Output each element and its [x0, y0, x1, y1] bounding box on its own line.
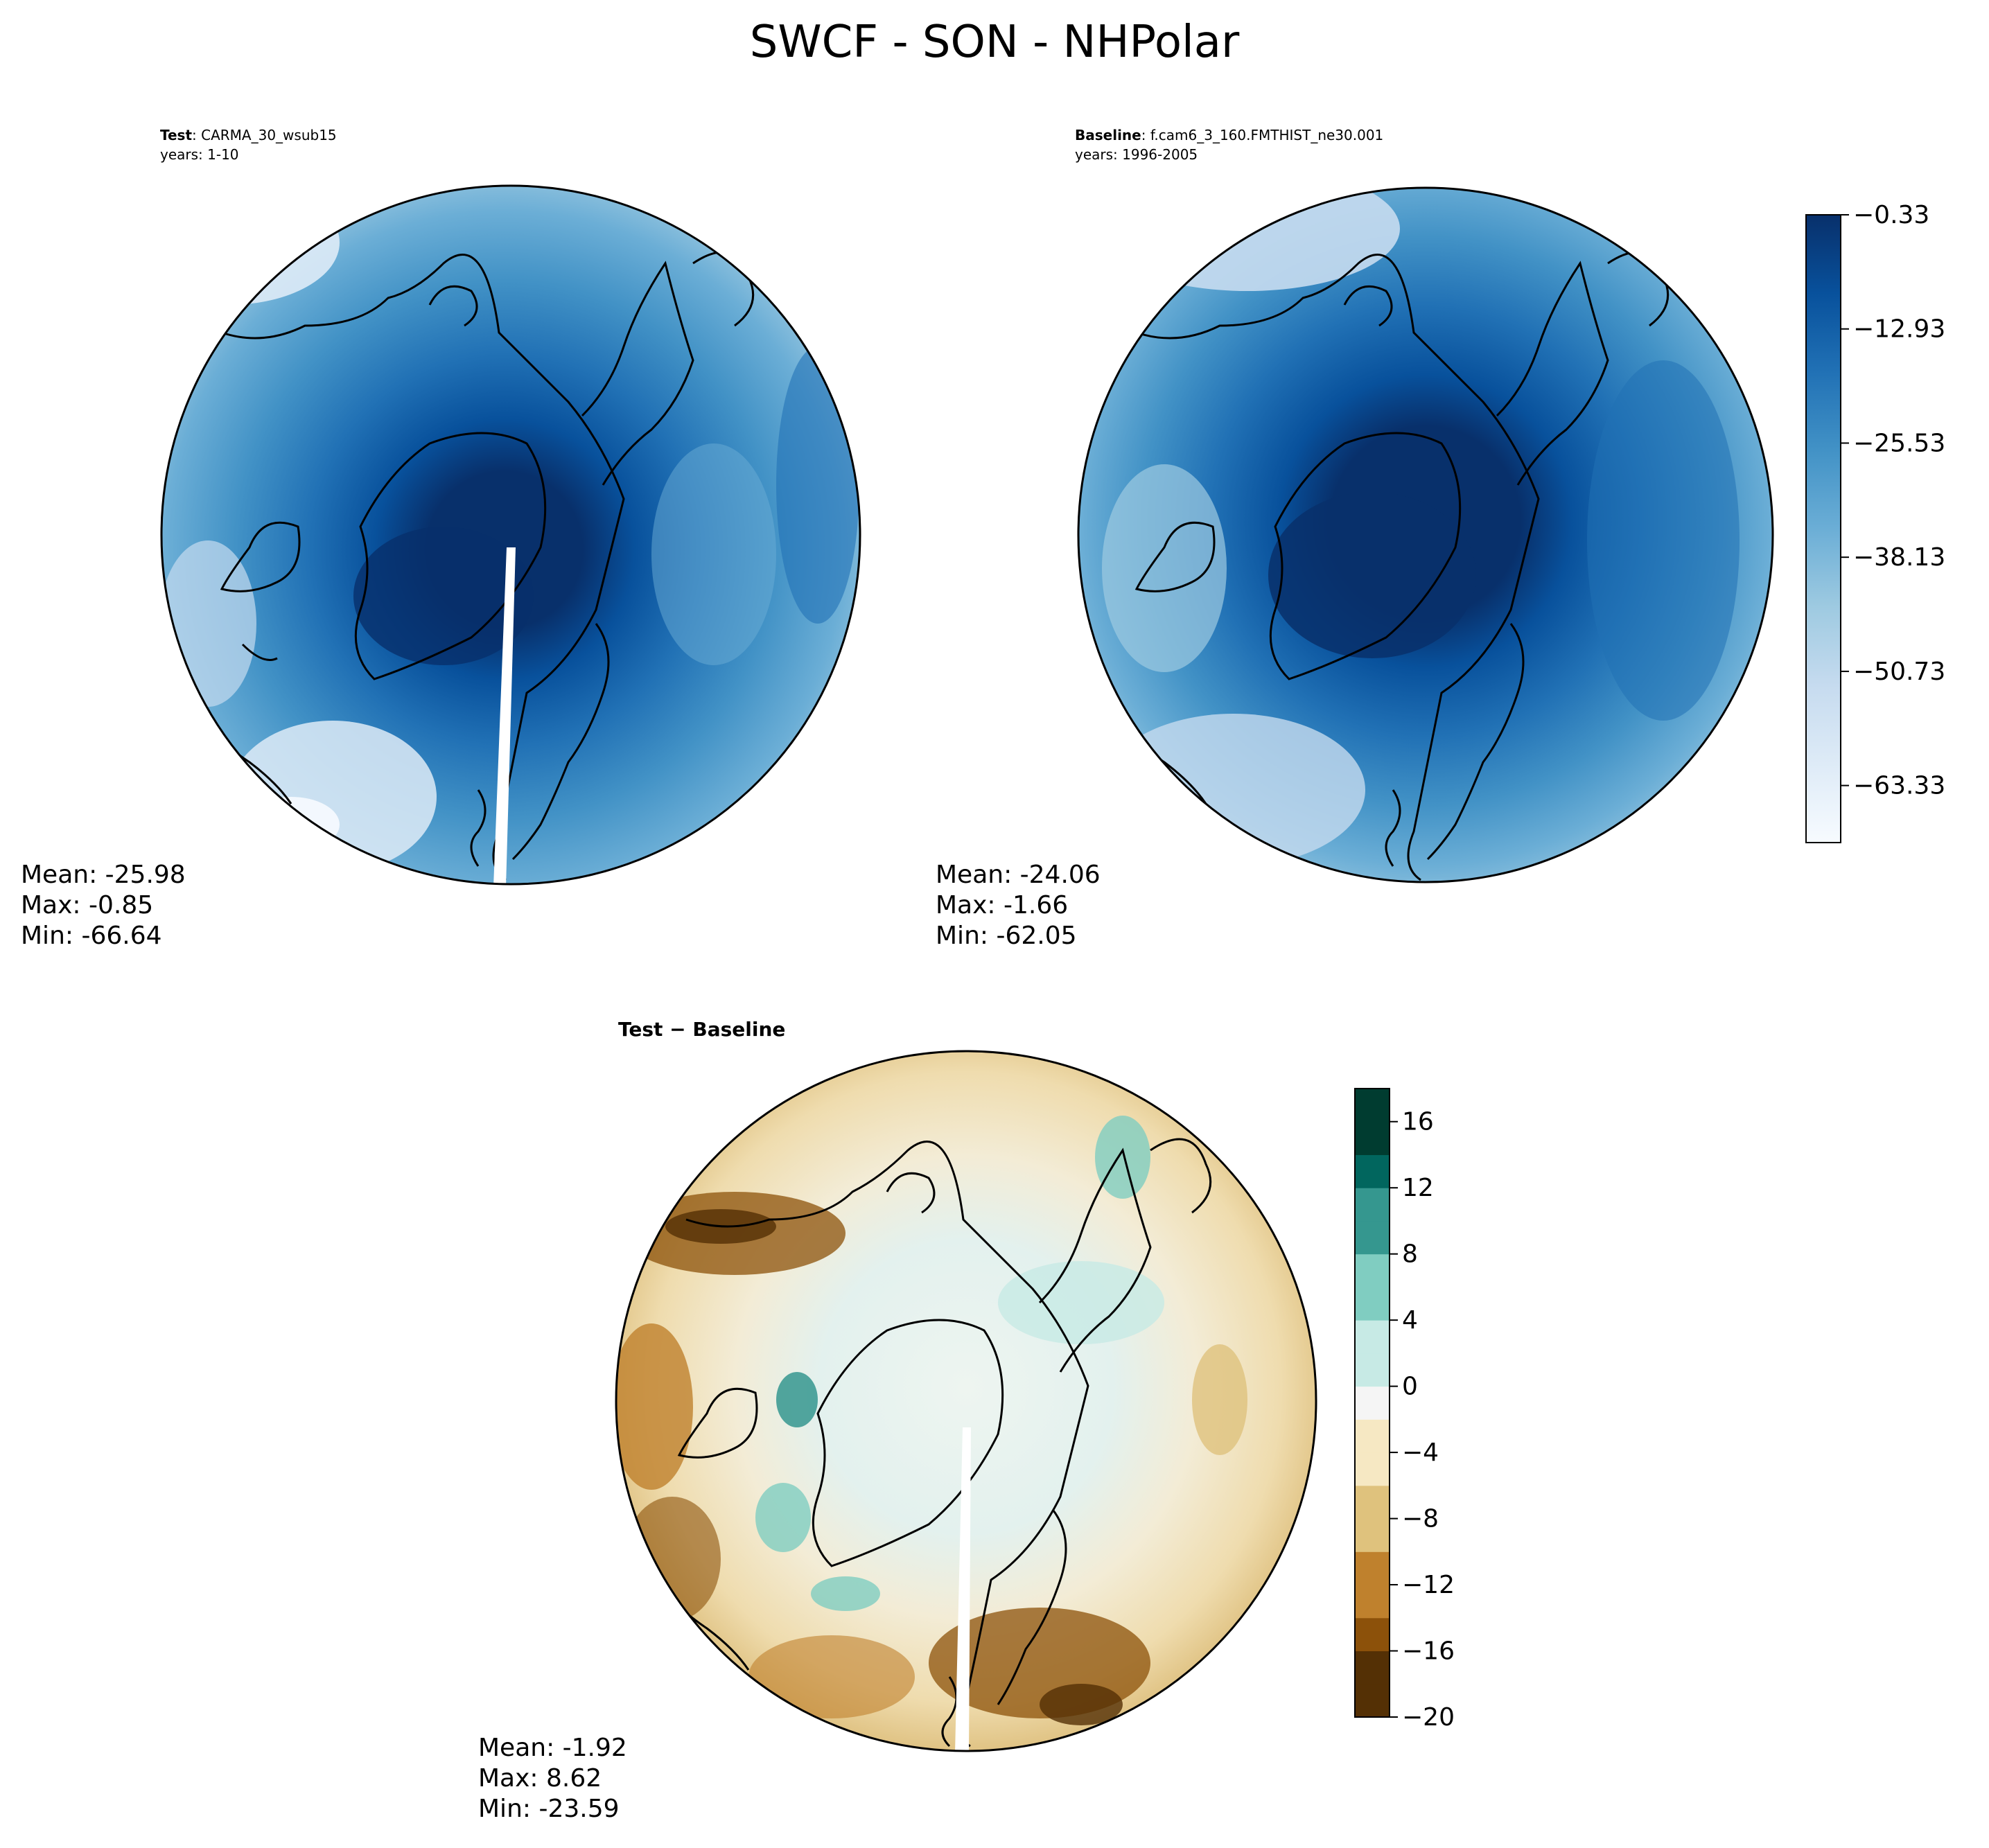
panel-baseline-heading-bold: Baseline: [1075, 127, 1141, 143]
map-baseline: [1078, 188, 1773, 882]
colorbar-brbg-bands: [1355, 1089, 1390, 1718]
colorbar-brbg-tick-label: −8: [1402, 1505, 1439, 1533]
colorbar-brbg: 16 12 8 4 0 −4 −8 −12 −16 −20: [1354, 1088, 1455, 1732]
panel-test: Test: CARMA_30_wsub15 years: 1-10: [21, 127, 861, 950]
panel-test-heading-rest: : CARMA_30_wsub15: [192, 127, 337, 143]
colorbar-brbg-tick-label: 12: [1402, 1174, 1434, 1202]
panel-baseline-mean: Mean: -24.06: [936, 861, 1101, 889]
map-test: [161, 186, 860, 884]
colorbar-brbg-band: [1355, 1551, 1390, 1585]
panel-baseline-heading-rest: : f.cam6_3_160.FMTHIST_ne30.001: [1141, 127, 1384, 143]
panel-diff-max: Max: 8.62: [478, 1764, 602, 1793]
panel-test-max: Max: -0.85: [21, 891, 153, 919]
panel-diff-heading: Test − Baseline: [618, 1018, 785, 1041]
colorbar-brbg-band: [1355, 1121, 1390, 1155]
colorbar-brbg-tick-label: 16: [1402, 1108, 1434, 1136]
colorbar-brbg-band: [1355, 1253, 1390, 1287]
colorbar-brbg-tick-label: 0: [1402, 1373, 1418, 1401]
panel-baseline-min: Min: -62.05: [936, 922, 1077, 950]
colorbar-brbg-band: [1355, 1089, 1390, 1123]
colorbar-brbg-band: [1355, 1518, 1390, 1552]
colorbar-brbg-tick-label: −4: [1402, 1438, 1439, 1467]
colorbar-brbg-band: [1355, 1419, 1390, 1453]
colorbar-blues-tick-label: −63.33: [1853, 772, 1945, 800]
colorbar-blues-ticks: −0.33 −12.93 −25.53 −38.13 −50.73 −63.33: [1841, 201, 1945, 800]
colorbar-blues-tick-label: −50.73: [1853, 658, 1945, 686]
colorbar-brbg-tick-label: −12: [1402, 1571, 1455, 1599]
colorbar-brbg-tick-label: −16: [1402, 1637, 1455, 1666]
colorbar-brbg-tick-label: −20: [1402, 1703, 1455, 1732]
panel-baseline-years: years: 1996-2005: [1075, 146, 1198, 163]
colorbar-brbg-band: [1355, 1287, 1390, 1321]
colorbar-brbg-band: [1355, 1188, 1390, 1222]
panel-test-min: Min: -66.64: [21, 922, 162, 950]
colorbar-blues-tick-label: −38.13: [1853, 543, 1945, 572]
figure-title: SWCF - SON - NHPolar: [750, 17, 1240, 68]
panel-diff-mean: Mean: -1.92: [478, 1734, 627, 1762]
panel-test-heading: Test: CARMA_30_wsub15: [160, 127, 337, 143]
panel-baseline: Baseline: f.cam6_3_160.FMTHIST_ne30.001 …: [936, 127, 1774, 950]
panel-test-mean: Mean: -25.98: [21, 861, 186, 889]
colorbar-brbg-band: [1355, 1320, 1390, 1354]
panel-test-years: years: 1-10: [160, 146, 239, 163]
colorbar-brbg-frame: [1354, 1088, 1390, 1718]
map-difference: [616, 1051, 1316, 1751]
panel-test-heading-bold: Test: [160, 127, 192, 143]
colorbar-brbg-band: [1355, 1154, 1390, 1188]
colorbar-brbg-band: [1355, 1651, 1390, 1684]
colorbar-blues: −0.33 −12.93 −25.53 −38.13 −50.73 −63.33: [1805, 201, 1945, 843]
colorbar-blues-tick-label: −0.33: [1853, 201, 1929, 229]
colorbar-brbg-band: [1355, 1452, 1390, 1486]
panel-baseline-heading: Baseline: f.cam6_3_160.FMTHIST_ne30.001: [1075, 127, 1383, 143]
panel-diff-min: Min: -23.59: [478, 1795, 620, 1823]
colorbar-brbg-band: [1355, 1386, 1390, 1420]
colorbar-brbg-band: [1355, 1585, 1390, 1619]
colorbar-brbg-tick-label: 8: [1402, 1240, 1418, 1269]
colorbar-brbg-ticks: 16 12 8 4 0 −4 −8 −12 −16 −20: [1390, 1108, 1455, 1732]
colorbar-blues-tick-label: −25.53: [1853, 429, 1945, 457]
colorbar-brbg-band: [1355, 1684, 1390, 1718]
colorbar-blues-bar: [1805, 214, 1841, 843]
panel-difference: Test − Baseline: [478, 1018, 1317, 1823]
colorbar-brbg-band: [1355, 1220, 1390, 1255]
panel-baseline-max: Max: -1.66: [936, 891, 1068, 919]
colorbar-brbg-band: [1355, 1353, 1390, 1387]
colorbar-brbg-band: [1355, 1485, 1390, 1520]
colorbar-blues-tick-label: −12.93: [1853, 315, 1945, 344]
colorbar-brbg-tick-label: 4: [1402, 1306, 1418, 1335]
colorbar-brbg-band: [1355, 1617, 1390, 1652]
